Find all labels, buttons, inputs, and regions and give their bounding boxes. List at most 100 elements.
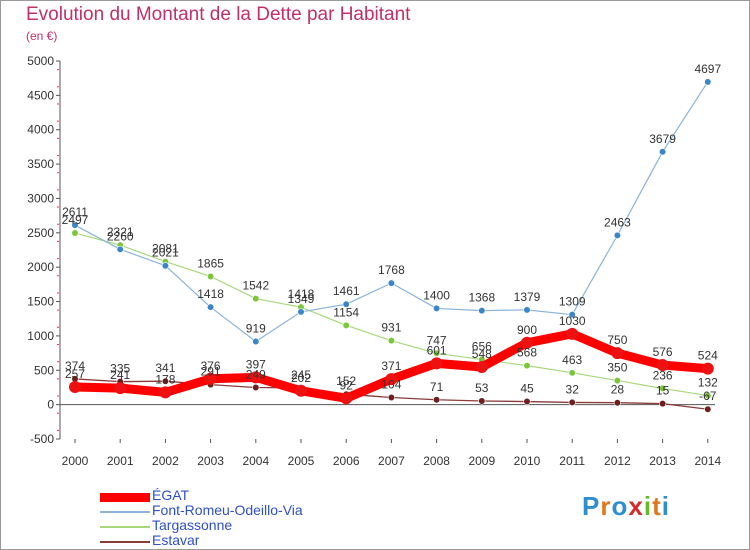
logo-letter: x: [628, 491, 644, 521]
data-label: 249: [246, 368, 266, 382]
data-label: 335: [110, 362, 130, 376]
data-label: 1542: [242, 279, 269, 293]
data-label: 931: [381, 321, 401, 335]
data-point: [523, 361, 531, 370]
data-point: [161, 377, 169, 385]
y-tick-label: 4500: [27, 88, 54, 102]
data-label: 53: [475, 381, 489, 395]
data-point: [114, 382, 127, 395]
data-label: 178: [155, 372, 175, 386]
logo-letter: P: [582, 491, 601, 521]
y-tick-label: 2000: [27, 260, 54, 274]
legend-label: Targassonne: [152, 517, 233, 533]
data-point: [658, 384, 667, 393]
series-line-1: [74, 81, 709, 343]
legend-label: Estavar: [152, 532, 200, 548]
data-label: 71: [430, 380, 444, 394]
data-label: 656: [472, 340, 492, 354]
data-point: [478, 397, 486, 405]
data-point: [613, 399, 622, 407]
data-label: 350: [607, 361, 627, 375]
data-label: 2497: [62, 213, 89, 227]
data-label: -67: [699, 389, 717, 403]
data-label: 1030: [559, 314, 586, 328]
data-label: 1379: [514, 290, 541, 304]
x-tick-label: 2006: [333, 454, 360, 468]
data-label: 28: [611, 383, 625, 397]
y-tick-label: 4000: [27, 123, 54, 137]
legend-label: ÉGAT: [152, 487, 190, 503]
x-tick-label: 2012: [604, 454, 631, 468]
x-tick-label: 2011: [559, 454, 585, 468]
chart-title: Evolution du Montant de la Dette par Hab…: [26, 4, 411, 25]
x-tick-label: 2014: [694, 454, 721, 468]
data-label: 1309: [559, 295, 586, 309]
data-point: [475, 360, 488, 373]
data-point: [204, 372, 217, 385]
y-tick-label: 1000: [27, 329, 54, 343]
data-point: [387, 337, 396, 345]
data-label: 371: [381, 359, 401, 373]
y-tick-label: 5000: [27, 54, 54, 68]
data-label: 1154: [333, 305, 359, 319]
y-tick-label: 0: [47, 398, 54, 412]
data-label: 1400: [423, 288, 450, 302]
data-point: [252, 337, 260, 346]
data-point: [159, 386, 172, 399]
data-point: [613, 231, 622, 239]
data-label: 45: [520, 382, 534, 396]
data-point: [433, 304, 441, 313]
y-tick-label: 1500: [27, 295, 54, 309]
data-point: [340, 392, 353, 405]
data-label: 2611: [62, 205, 88, 219]
data-point: [69, 380, 81, 393]
data-label: 132: [698, 376, 718, 390]
data-label: 15: [656, 384, 670, 398]
data-label: 152: [336, 374, 356, 388]
data-point: [613, 376, 622, 385]
data-point: [249, 371, 262, 384]
x-tick-label: 2013: [649, 454, 676, 468]
data-point: [342, 321, 350, 329]
legend-swatch: [100, 541, 150, 543]
x-tick-label: 2003: [197, 454, 224, 468]
data-point: [387, 393, 396, 402]
logo-letter: r: [600, 491, 612, 521]
data-label: 376: [201, 359, 221, 373]
x-tick-label: 2009: [468, 454, 495, 468]
data-label: 1461: [333, 284, 360, 298]
data-label: 524: [698, 349, 718, 363]
y-tick-label: -500: [30, 432, 54, 446]
data-point: [611, 347, 624, 360]
y-tick-label: 3000: [27, 191, 54, 205]
data-label: 241: [110, 368, 130, 382]
data-point: [704, 405, 712, 413]
data-label: 568: [517, 346, 537, 360]
data-point: [430, 357, 443, 370]
data-point: [704, 78, 712, 86]
data-label: 1768: [378, 263, 405, 277]
x-tick-label: 2001: [107, 454, 134, 468]
x-tick-label: 2010: [514, 454, 541, 468]
data-point: [433, 396, 441, 404]
data-point: [387, 279, 396, 287]
data-point: [658, 148, 667, 156]
data-label: 236: [653, 368, 673, 382]
data-point: [295, 384, 307, 397]
data-point: [433, 349, 441, 357]
data-point: [568, 398, 576, 407]
data-point: [71, 229, 79, 237]
data-label: 601: [427, 343, 447, 357]
data-point: [478, 307, 486, 315]
data-point: [521, 336, 533, 349]
data-label: 750: [607, 333, 627, 347]
data-point: [523, 397, 531, 406]
legend-label: Font-Romeu-Odeillo-Via: [152, 502, 303, 518]
data-label: 291: [201, 365, 221, 379]
data-label: 202: [291, 371, 311, 385]
data-label: 3679: [649, 132, 676, 146]
data-point: [385, 373, 398, 386]
data-label: 2321: [107, 225, 134, 239]
